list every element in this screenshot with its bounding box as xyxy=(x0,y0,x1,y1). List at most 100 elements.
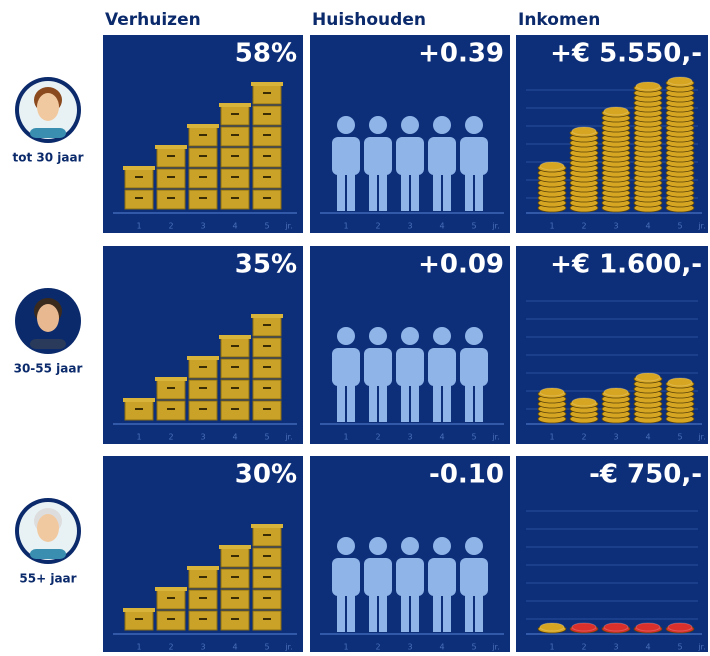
axis-label: 2 xyxy=(168,643,173,652)
person-head xyxy=(369,537,387,555)
avatar xyxy=(15,288,81,354)
box xyxy=(253,338,281,357)
box-handle xyxy=(135,197,143,199)
box-lid xyxy=(219,335,251,339)
box-handle xyxy=(263,366,271,368)
person-leg xyxy=(465,592,473,632)
box-stack xyxy=(251,524,283,630)
axis-label: 2 xyxy=(581,222,586,231)
coin-stack xyxy=(570,398,598,423)
box xyxy=(253,148,281,167)
box-stack xyxy=(219,103,251,209)
box xyxy=(189,590,217,609)
axis-label: 5 xyxy=(264,433,269,442)
coin-top xyxy=(572,398,596,406)
avatar xyxy=(15,498,81,564)
box xyxy=(253,401,281,420)
person-leg xyxy=(465,382,473,422)
person-leg xyxy=(411,171,419,211)
box xyxy=(253,317,281,336)
person-head xyxy=(465,327,483,345)
coin-top xyxy=(668,623,692,631)
person-head xyxy=(465,537,483,555)
box-stack xyxy=(187,566,219,630)
box xyxy=(253,190,281,209)
axis-label: 3 xyxy=(407,222,412,231)
box xyxy=(253,106,281,125)
axis-label: 3 xyxy=(407,643,412,652)
box-lid xyxy=(251,524,283,528)
box xyxy=(253,359,281,378)
avatar-body xyxy=(30,128,66,138)
box xyxy=(221,359,249,378)
box xyxy=(157,148,185,167)
person-body xyxy=(396,137,424,175)
box-handle xyxy=(167,597,175,599)
avatar-body xyxy=(30,339,66,349)
person-leg xyxy=(475,382,483,422)
box xyxy=(189,127,217,146)
box xyxy=(189,569,217,588)
person-leg xyxy=(337,171,345,211)
person-leg xyxy=(401,592,409,632)
box-lid xyxy=(155,377,187,381)
axis-label: 4 xyxy=(645,222,650,231)
coin-stack xyxy=(634,82,662,212)
coin-top xyxy=(540,162,564,170)
person-leg xyxy=(369,592,377,632)
axis-label: 3 xyxy=(200,433,205,442)
coin-stack xyxy=(602,623,630,633)
box-lid xyxy=(187,356,219,360)
box-handle xyxy=(199,408,207,410)
box-handle xyxy=(231,345,239,347)
axis-label: jr. xyxy=(284,643,292,652)
person-body xyxy=(332,137,360,175)
headline-value: +€ 5.550,- xyxy=(550,39,702,69)
axis-label: 1 xyxy=(136,222,141,231)
coin-top xyxy=(668,378,692,386)
box-stack xyxy=(155,145,187,209)
box-lid xyxy=(219,545,251,549)
box-handle xyxy=(263,345,271,347)
box-stack xyxy=(219,335,251,420)
axis-label: 4 xyxy=(439,643,444,652)
box-lid xyxy=(155,587,187,591)
person-body xyxy=(364,348,392,386)
coin-stack xyxy=(634,623,662,633)
box-stack xyxy=(219,545,251,630)
box-stack xyxy=(187,356,219,420)
person-body xyxy=(364,137,392,175)
axis-label: 5 xyxy=(677,643,682,652)
box-stack xyxy=(123,166,155,209)
axis-label: 3 xyxy=(200,643,205,652)
box-stack xyxy=(155,587,187,630)
person-body xyxy=(396,558,424,596)
box-handle xyxy=(199,366,207,368)
box-handle xyxy=(231,576,239,578)
box-handle xyxy=(231,176,239,178)
row-label: 30-55 jaar xyxy=(14,362,83,376)
avatar-body xyxy=(30,549,66,559)
person-leg xyxy=(411,382,419,422)
box-lid xyxy=(219,103,251,107)
box-lid xyxy=(251,82,283,86)
axis-label: 4 xyxy=(232,643,237,652)
box-stack xyxy=(251,314,283,420)
person-body xyxy=(460,137,488,175)
person-leg xyxy=(369,382,377,422)
box-handle xyxy=(231,197,239,199)
box-handle xyxy=(167,176,175,178)
axis-label: 4 xyxy=(645,643,650,652)
box-handle xyxy=(231,408,239,410)
axis-label: 4 xyxy=(645,433,650,442)
box xyxy=(189,359,217,378)
axis-label: 2 xyxy=(375,643,380,652)
axis-label: 5 xyxy=(471,433,476,442)
box xyxy=(221,338,249,357)
axis-label: 2 xyxy=(168,433,173,442)
coin-stack xyxy=(602,107,630,212)
box-handle xyxy=(263,134,271,136)
axis-label: 2 xyxy=(581,643,586,652)
person-body xyxy=(460,558,488,596)
person-leg xyxy=(347,171,355,211)
